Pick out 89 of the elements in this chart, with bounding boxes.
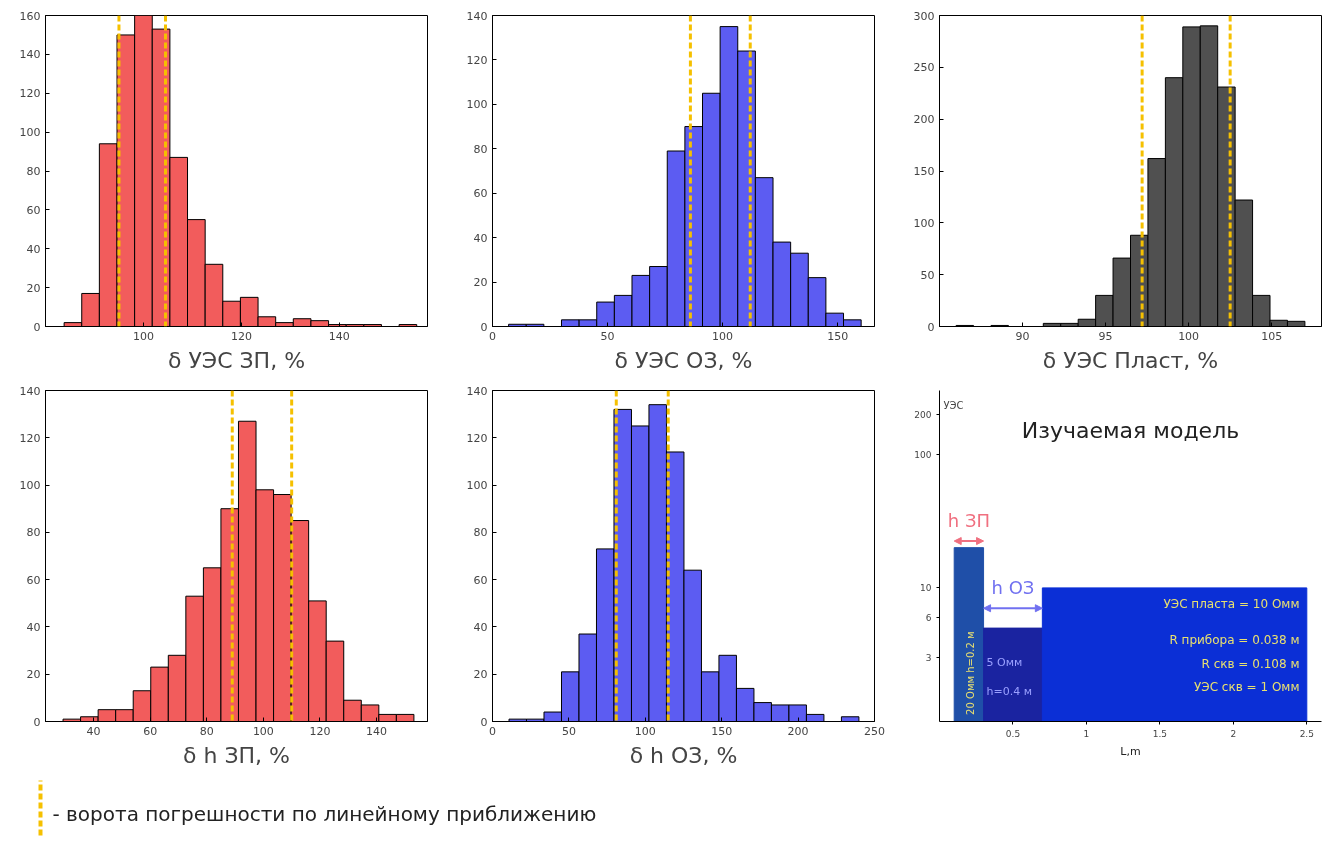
y-tick-label: 0 [480,715,488,729]
x-tick-label: 120 [309,724,331,738]
x-tick-label: 100 [634,724,656,738]
y-tick-label: 6 [925,613,932,624]
y-tick-label: 100 [466,98,488,112]
y-tick-label: 0 [480,320,488,334]
annotation: R скв = 0.108 м [1201,656,1300,671]
x-tick-label: 50 [600,329,615,343]
y-tick-label: 140 [19,384,41,398]
annotation: УЭС скв = 1 Омм [1193,679,1300,694]
y-tick-label: 250 [913,61,935,75]
y-tick-label: 60 [26,573,41,587]
y-tick-label: 100 [913,216,935,230]
y-tick-label: 40 [473,620,488,634]
y-tick-label: 40 [473,231,488,245]
x-axis-title: δ УЭС ЗП, % [167,347,306,373]
x-tick-label: 50 [561,724,576,738]
annotation: 5 Омм [986,655,1023,669]
y-tick-label: 60 [473,573,488,587]
x-tick-label: 1.5 [1152,728,1168,739]
y-tick-label: 100 [914,449,932,460]
x-tick-label: 100 [712,329,734,343]
y-tick-label: 120 [19,87,41,101]
y-tick-label: 80 [473,526,488,540]
x-tick-label: 250 [864,724,885,738]
y-tick-label: 200 [913,113,935,127]
y-tick-label: 0 [927,320,935,334]
x-tick-label: 95 [1098,329,1113,343]
y-tick-label: 160 [19,9,41,23]
annotation: R прибора = 0.038 м [1169,633,1300,648]
y-tick-label: 300 [913,9,935,23]
y-axis-title: УЭС [943,400,964,412]
annotation: h ОЗ [991,577,1035,599]
x-axis-title: δ УЭС ОЗ, % [614,347,753,373]
y-tick-label: 100 [466,479,488,493]
y-tick-label: 50 [920,268,935,282]
y-tick-label: 140 [466,384,488,398]
x-tick-label: 1 [1083,728,1090,739]
x-axis-title: δ h ОЗ, % [629,742,738,768]
y-tick-label: 140 [466,9,488,23]
x-axis-title: δ УЭС Пласт, % [1042,347,1219,373]
y-tick-label: 20 [26,668,41,682]
x-tick-label: 100 [1178,329,1200,343]
y-tick-label: 120 [466,53,488,67]
y-tick-label: 0 [33,320,41,334]
y-tick-label: 100 [19,126,41,140]
y-tick-label: 3 [925,653,932,664]
annotation: h ЗП [947,510,990,532]
y-tick-label: 100 [19,479,41,493]
annotation: УЭС пласта = 10 Омм [1163,597,1300,612]
x-axis-title: L,m [1120,744,1141,758]
x-tick-label: 40 [86,724,101,738]
y-tick-label: 60 [473,187,488,201]
x-tick-label: 2.5 [1299,728,1314,739]
x-tick-label: 140 [366,724,388,738]
y-tick-label: 40 [26,620,41,634]
y-tick-label: 80 [26,165,41,178]
y-tick-label: 20 [26,281,41,295]
y-tick-label: 120 [466,431,488,445]
y-tick-label: 40 [26,242,41,256]
x-tick-label: 105 [1261,329,1283,343]
x-tick-label: 80 [199,724,214,738]
y-tick-label: 80 [26,526,41,540]
x-tick-label: 2 [1230,728,1237,739]
x-axis-title: δ h ЗП, % [183,742,290,768]
y-tick-label: 10 [920,583,932,594]
x-tick-label: 90 [1015,329,1030,343]
y-tick-label: 140 [19,48,41,62]
y-tick-label: 80 [473,142,488,156]
x-tick-label: 0.5 [1005,728,1021,739]
y-tick-label: 60 [26,203,41,217]
y-tick-label: 20 [473,276,488,290]
x-tick-label: 100 [252,724,274,738]
annotation: h=0.4 м [986,685,1032,699]
x-tick-label: 150 [827,329,849,343]
x-tick-label: 140 [328,329,350,343]
text: - ворота погрешности по линейному приближению [52,801,597,826]
annotation: 20 Омм h=0.2 м [965,631,977,715]
x-tick-label: 200 [787,724,809,738]
x-tick-label: 120 [230,329,252,343]
y-tick-label: 20 [473,668,488,682]
y-tick-label: 120 [19,431,41,445]
y-tick-label: 150 [913,165,935,178]
x-tick-label: 60 [143,724,158,738]
x-tick-label: 150 [711,724,733,738]
x-tick-label: 100 [132,329,154,343]
y-tick-label: 200 [914,409,932,420]
y-tick-label: 0 [33,715,41,729]
text: Изучаемая модель [1021,418,1240,444]
